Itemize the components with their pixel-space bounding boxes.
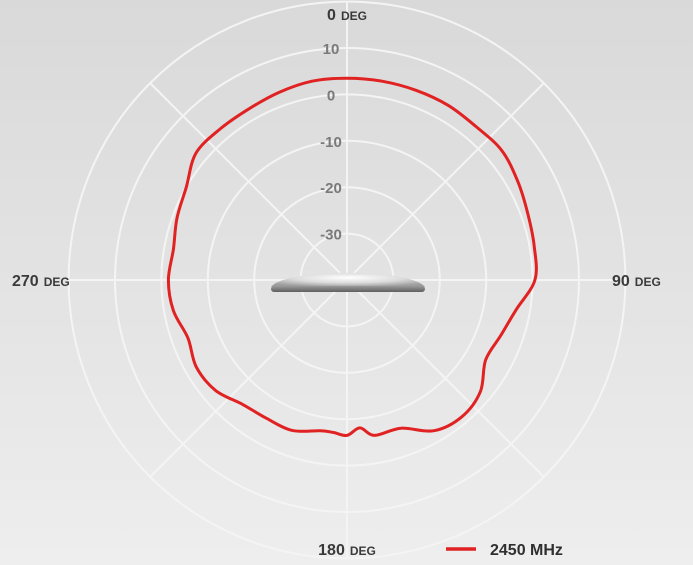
angle-label-270: 270 DEG	[12, 273, 70, 290]
angle-unit: DEG	[44, 275, 70, 289]
grid-spoke	[346, 279, 545, 478]
grid-spoke	[149, 82, 348, 281]
radial-tick-label: 10	[323, 41, 340, 58]
angle-labels: 0 DEG 90 DEG 180 DEG 270 DEG	[12, 7, 661, 559]
angle-label-90: 90 DEG	[612, 273, 661, 290]
antenna-device-icon	[271, 272, 425, 292]
angle-number: 270	[12, 273, 39, 290]
angle-unit: DEG	[350, 544, 376, 558]
grid-spoke	[346, 82, 545, 281]
radial-tick-label: -10	[320, 134, 342, 151]
grid-spoke	[149, 279, 348, 478]
legend: 2450 MHz	[446, 542, 563, 559]
radial-tick-label: -20	[320, 180, 342, 197]
angle-number: 180	[318, 542, 345, 559]
angle-unit: DEG	[635, 275, 661, 289]
series-layer	[166, 76, 538, 438]
angle-number: 0	[327, 7, 336, 24]
series-line	[166, 76, 538, 438]
legend-label: 2450 MHz	[490, 542, 563, 559]
radial-tick-label: 0	[327, 87, 335, 104]
angle-label-180: 180 DEG	[318, 542, 376, 559]
radial-tick-label: -30	[320, 227, 342, 244]
angle-label-0: 0 DEG	[327, 7, 367, 24]
angle-unit: DEG	[341, 9, 367, 23]
angle-number: 90	[612, 273, 630, 290]
radial-tick-labels: 10 0 -10 -20 -30	[320, 41, 342, 244]
